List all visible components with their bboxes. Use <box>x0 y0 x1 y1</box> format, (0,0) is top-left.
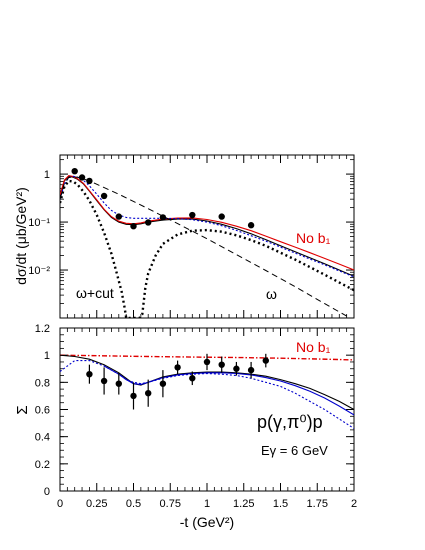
y-tick-label: 10⁻² <box>28 265 50 277</box>
data-point <box>247 366 255 374</box>
data-point <box>189 375 196 382</box>
top-y-axis-label: dσ/dt (μb/GeV²) <box>13 187 29 285</box>
bottom-panel: 0 0.2 0.4 0.6 0.8 1 1.2 0 0.25 0.5 0.75 1 1.25 1.5 1.7… <box>14 323 357 530</box>
x-axis-label: -t (GeV²) <box>180 514 234 530</box>
data-point <box>247 222 255 229</box>
x-tick-label: 0.5 <box>126 498 141 510</box>
top-omega-label: ω <box>266 286 277 302</box>
bottom-data-points <box>86 353 269 410</box>
data-point <box>86 370 93 378</box>
data-point <box>145 390 152 397</box>
data-point <box>130 392 137 400</box>
curve-no-b1 <box>60 175 354 271</box>
data-point <box>262 357 269 364</box>
data-point <box>203 358 211 366</box>
y-tick-label: 0 <box>44 486 50 498</box>
y-tick-label: 0.2 <box>35 459 50 471</box>
data-point <box>100 192 108 200</box>
top-omega-cut-label: ω+cut <box>76 285 114 301</box>
x-tick-label: 1 <box>204 498 210 510</box>
data-point <box>78 174 86 181</box>
data-point <box>115 380 123 387</box>
curve-omega <box>60 176 352 318</box>
bottom-y-axis-label: Σ <box>14 405 31 414</box>
y-tick-label: 0.8 <box>35 377 50 389</box>
data-point <box>130 222 137 230</box>
data-point <box>145 219 152 226</box>
data-point <box>218 213 225 220</box>
bottom-no-b1-label: No b₁ <box>296 339 331 355</box>
x-tick-label: 1.75 <box>307 498 328 510</box>
data-point <box>218 361 225 368</box>
data-point <box>115 213 123 220</box>
beam-energy-label: Eγ = 6 GeV <box>261 443 328 458</box>
curve-blue <box>60 175 354 278</box>
top-data-points <box>71 167 255 230</box>
curve-no-b1-solid <box>103 365 354 416</box>
x-tick-label: 0 <box>57 498 63 510</box>
y-tick-label: 1.2 <box>35 323 50 335</box>
top-no-b1-label: No b₁ <box>296 230 331 246</box>
data-point <box>100 377 108 385</box>
reaction-label: p(γ,π⁰)p <box>257 412 323 432</box>
y-tick-label: 1 <box>44 169 50 181</box>
data-point <box>174 364 181 371</box>
y-tick-label: 10⁻¹ <box>28 217 50 229</box>
data-point <box>86 177 93 185</box>
data-point <box>159 380 167 387</box>
data-point <box>71 167 78 175</box>
curve-blue <box>60 360 354 429</box>
data-point <box>159 214 167 221</box>
y-tick-label: 0.6 <box>35 405 50 417</box>
data-point <box>189 211 196 219</box>
x-tick-label: 0.25 <box>86 498 107 510</box>
top-panel: 1 10⁻¹ 10⁻² dσ/dt (μb/GeV²) No b₁ ω+cut ω <box>13 154 355 319</box>
top-y-ticks: 1 10⁻¹ 10⁻² <box>28 155 355 318</box>
data-point <box>233 365 240 372</box>
x-tick-label: 1.5 <box>273 498 288 510</box>
x-tick-label: 2 <box>351 498 357 510</box>
x-tick-label: 1.25 <box>233 498 254 510</box>
x-tick-label: 0.75 <box>160 498 181 510</box>
y-tick-label: 0.4 <box>35 432 50 444</box>
curve-full <box>60 175 354 277</box>
y-tick-label: 1 <box>44 350 50 362</box>
bottom-axis-ticks: 0 0.2 0.4 0.6 0.8 1 1.2 0 0.25 0.5 0.75 1 1.25 1.5 1.7… <box>35 323 357 510</box>
